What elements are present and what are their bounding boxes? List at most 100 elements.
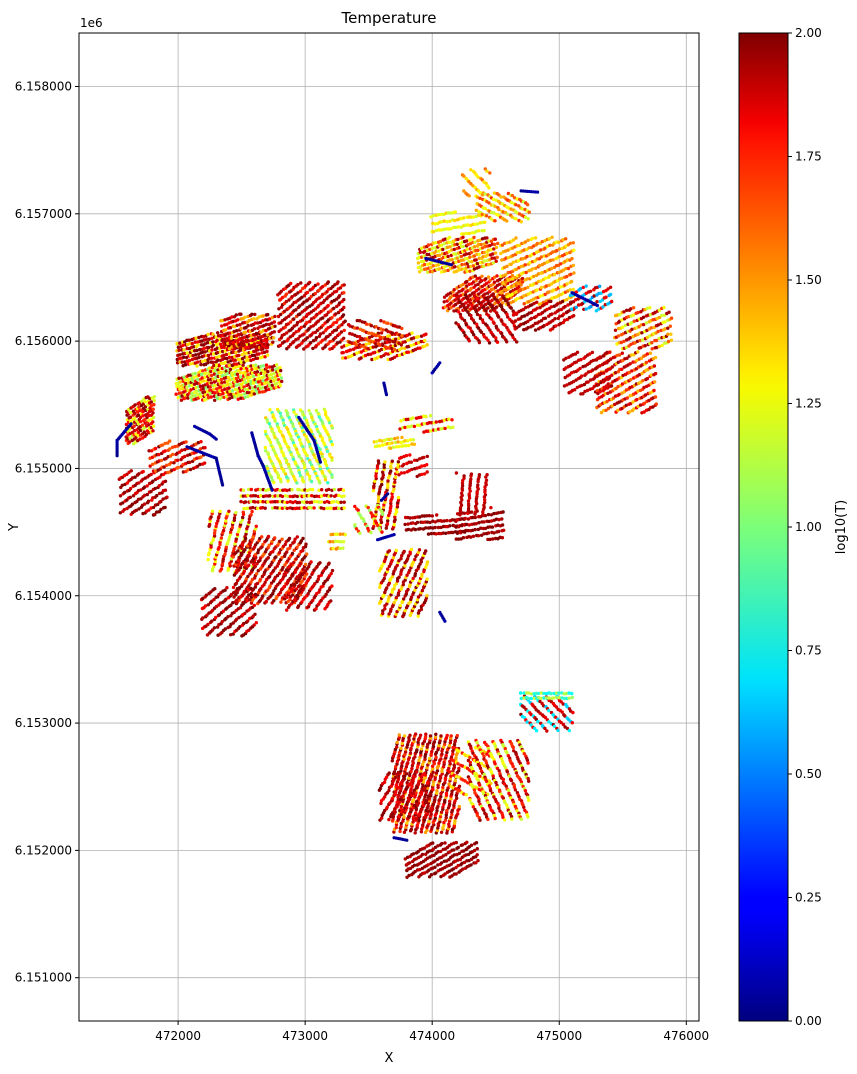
data-point [253, 592, 258, 597]
data-point [208, 522, 212, 527]
data-point [234, 511, 238, 515]
data-point [230, 315, 234, 319]
data-point [526, 238, 530, 242]
data-point [210, 348, 214, 352]
data-point [514, 203, 518, 207]
data-point [272, 371, 276, 376]
data-point [266, 556, 270, 560]
data-point [462, 216, 466, 220]
data-point [178, 450, 182, 454]
data-point [455, 531, 460, 535]
data-point [455, 242, 459, 246]
data-point [399, 557, 403, 561]
data-point [360, 336, 364, 341]
data-point [503, 273, 508, 277]
data-point [155, 510, 159, 514]
data-point [305, 453, 309, 458]
data-point [136, 430, 141, 435]
data-point [238, 389, 243, 393]
data-point [278, 366, 282, 370]
data-point [164, 463, 169, 467]
data-point [312, 506, 316, 510]
data-point [184, 363, 188, 367]
data-point [486, 275, 491, 279]
data-point [219, 370, 223, 375]
data-point [450, 258, 454, 262]
data-point [402, 462, 406, 467]
data-point [404, 453, 409, 458]
data-point [503, 298, 508, 302]
data-point [227, 355, 232, 360]
data-point [246, 493, 250, 498]
data-point [269, 372, 274, 377]
data-point [381, 473, 385, 477]
data-point [397, 575, 401, 579]
data-point [489, 506, 493, 510]
data-point [210, 373, 214, 378]
data-point [354, 343, 359, 347]
data-point [278, 488, 282, 493]
data-point [285, 488, 289, 493]
data-point [530, 236, 535, 241]
data-point [257, 376, 262, 381]
data-point [153, 446, 158, 451]
data-point [318, 332, 323, 336]
data-point [182, 355, 186, 359]
data-point [263, 429, 268, 434]
data-point [428, 414, 433, 418]
data-point [215, 338, 219, 342]
data-point [199, 440, 203, 444]
data-point [475, 494, 479, 499]
data-point [263, 333, 267, 337]
data-point [343, 319, 347, 323]
data-point [380, 482, 384, 487]
data-point [157, 452, 161, 457]
data-point [205, 337, 209, 341]
data-point [185, 385, 189, 389]
data-point [243, 548, 247, 552]
data-point [236, 318, 240, 322]
data-point [476, 229, 481, 233]
data-point [268, 408, 272, 412]
data-point [288, 597, 292, 602]
data-point [220, 324, 224, 328]
data-point [249, 350, 253, 354]
data-point [296, 337, 300, 341]
data-point [485, 169, 489, 173]
data-point [479, 279, 484, 283]
data-point [510, 273, 515, 278]
data-point [453, 210, 457, 214]
data-point [465, 279, 469, 284]
data-point [240, 357, 245, 361]
data-point [483, 498, 487, 502]
data-point [445, 220, 449, 224]
data-point [467, 194, 471, 198]
data-point [246, 394, 250, 399]
data-point [305, 290, 310, 295]
data-point [243, 330, 248, 334]
data-point [359, 356, 363, 360]
data-point [390, 459, 394, 463]
data-point [303, 562, 308, 567]
data-point [228, 341, 232, 346]
data-point [185, 346, 189, 351]
data-point [198, 392, 202, 396]
data-point [563, 304, 567, 309]
data-point [394, 548, 398, 553]
data-point [177, 376, 181, 380]
data-point [268, 440, 273, 445]
data-point [358, 319, 362, 323]
data-point [480, 193, 484, 197]
data-point [526, 285, 530, 290]
data-point [403, 425, 407, 430]
data-point [245, 369, 250, 373]
data-point [486, 531, 491, 535]
data-point [278, 373, 282, 377]
data-point [294, 429, 298, 433]
data-point [386, 519, 390, 523]
data-point [212, 352, 216, 356]
data-point [463, 516, 467, 521]
data-point [279, 368, 283, 373]
data-point [295, 320, 300, 325]
data-point [243, 377, 247, 381]
